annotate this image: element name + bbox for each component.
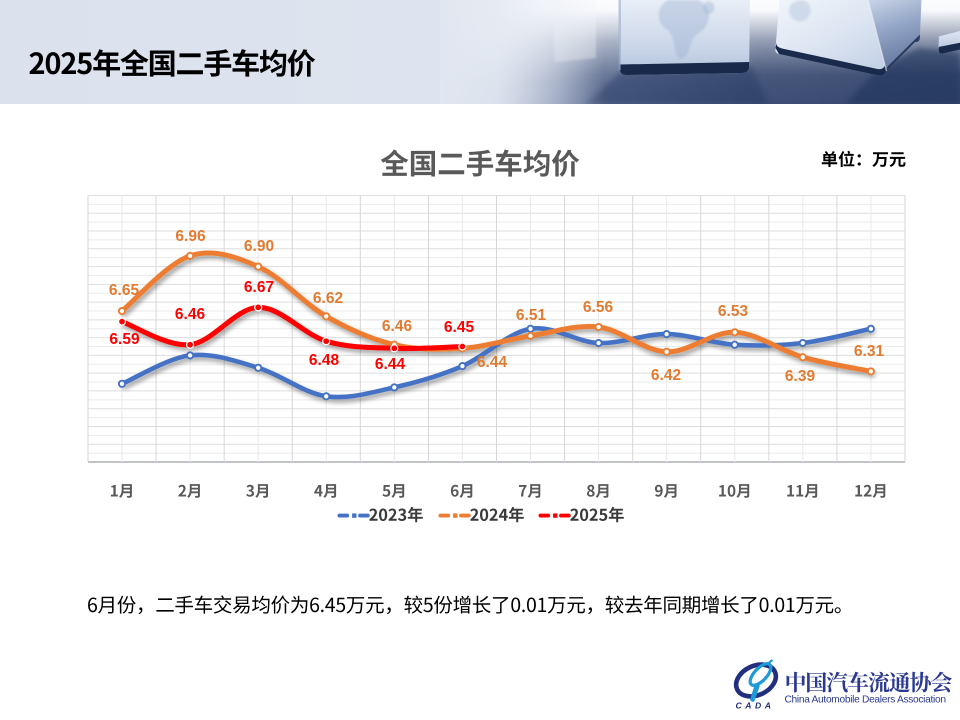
svg-text:China Automobile Dealers Assoc: China Automobile Dealers Association bbox=[785, 694, 947, 705]
svg-text:CADA: CADA bbox=[736, 701, 774, 711]
